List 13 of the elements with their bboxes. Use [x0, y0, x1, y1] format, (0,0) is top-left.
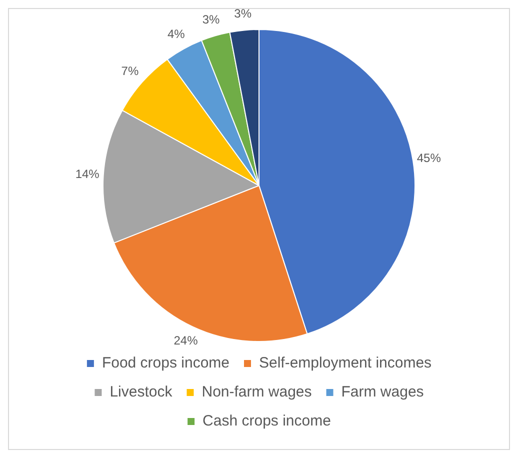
data-label: 14%	[75, 167, 100, 182]
legend-label: Self-employment incomes	[258, 354, 432, 372]
legend-label: Livestock	[110, 384, 173, 401]
data-label: 3%	[234, 6, 252, 21]
data-label: 45%	[416, 150, 442, 165]
legend-label: Food crops income	[102, 354, 230, 372]
legend-label: Non-farm wages	[202, 384, 312, 401]
legend-label: Cash crops income	[202, 412, 331, 430]
data-label: 4%	[167, 27, 186, 42]
data-label: 3%	[202, 12, 220, 27]
data-label: 24%	[174, 333, 198, 348]
legend-label: Farm wages	[341, 384, 424, 401]
data-label: 7%	[121, 64, 139, 78]
